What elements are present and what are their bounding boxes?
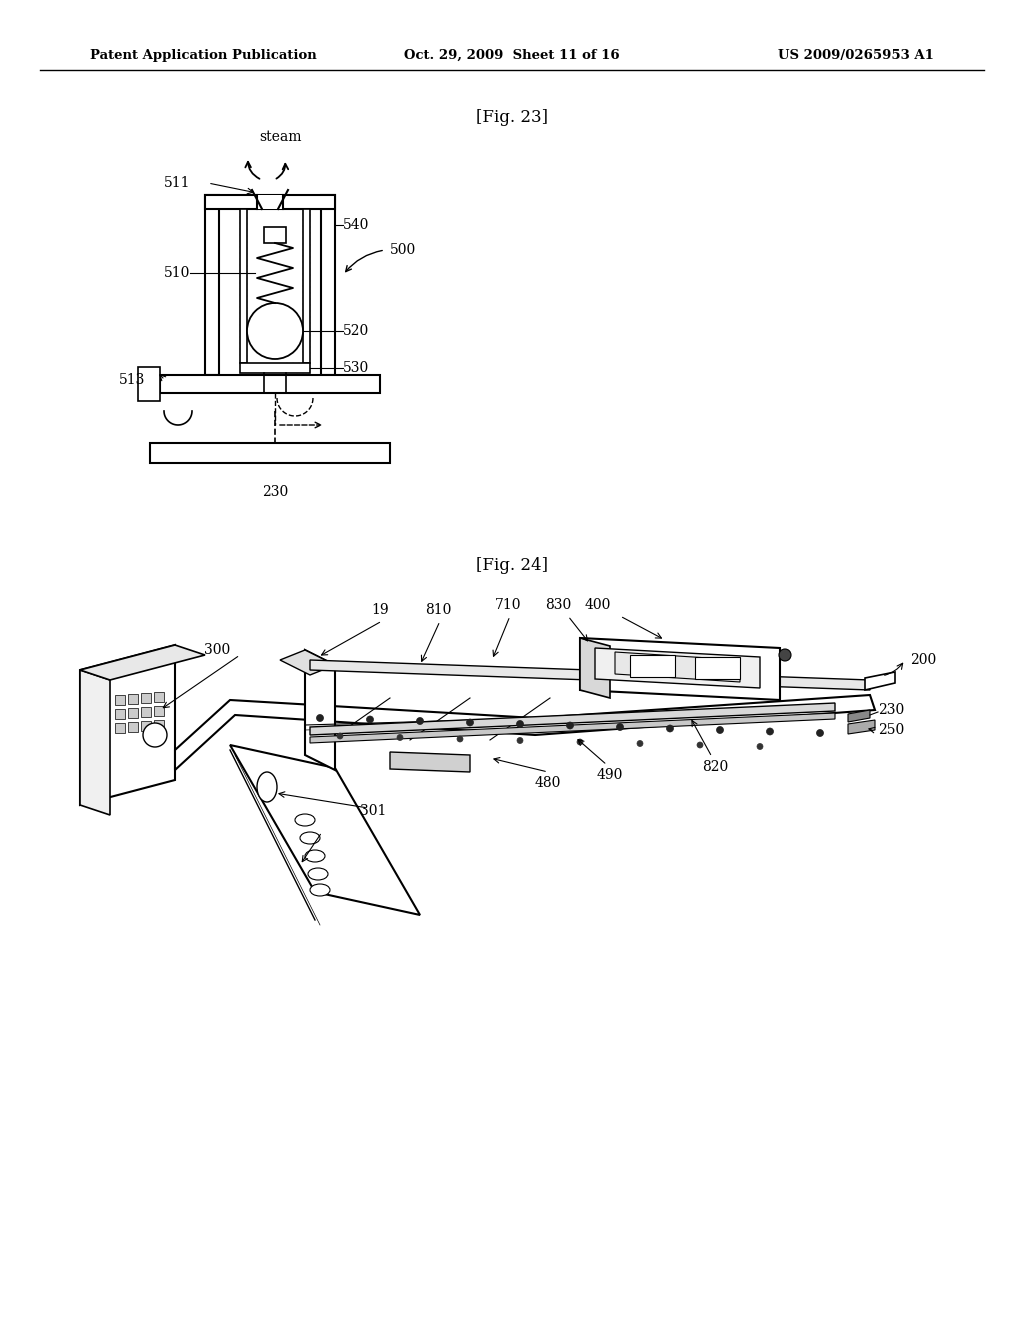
Text: 301: 301	[360, 804, 386, 818]
Circle shape	[367, 715, 374, 723]
Ellipse shape	[257, 772, 278, 803]
Circle shape	[697, 742, 703, 748]
Bar	[115, 709, 125, 719]
Circle shape	[517, 738, 523, 743]
Circle shape	[247, 304, 303, 359]
Text: 19: 19	[371, 603, 389, 616]
Text: 300: 300	[204, 643, 230, 657]
Polygon shape	[230, 744, 420, 915]
Text: 400: 400	[585, 598, 611, 612]
Polygon shape	[305, 649, 335, 770]
Circle shape	[467, 719, 473, 726]
Text: 710: 710	[495, 598, 521, 612]
Text: 230: 230	[878, 704, 904, 717]
Text: 200: 200	[910, 653, 936, 667]
Text: 820: 820	[701, 760, 728, 774]
Bar	[240, 363, 310, 374]
Circle shape	[417, 718, 424, 725]
Ellipse shape	[310, 884, 330, 896]
Polygon shape	[310, 704, 835, 735]
Text: 700: 700	[307, 820, 333, 834]
Text: 520: 520	[343, 323, 370, 338]
Text: 500: 500	[390, 243, 416, 257]
Bar	[257, 195, 283, 209]
Circle shape	[337, 733, 343, 739]
Ellipse shape	[308, 869, 328, 880]
Polygon shape	[595, 648, 760, 688]
Bar	[150, 444, 390, 463]
Circle shape	[316, 714, 324, 722]
Bar	[321, 195, 335, 375]
Circle shape	[757, 743, 763, 750]
Text: 810: 810	[425, 603, 452, 616]
Ellipse shape	[295, 814, 315, 826]
Circle shape	[616, 723, 624, 730]
Polygon shape	[80, 645, 175, 805]
Polygon shape	[580, 638, 610, 698]
Circle shape	[816, 730, 823, 737]
Bar	[264, 227, 286, 243]
Bar	[695, 657, 740, 678]
Bar	[154, 719, 164, 730]
Bar	[205, 195, 219, 375]
Circle shape	[516, 721, 523, 727]
Bar	[240, 209, 247, 363]
Polygon shape	[280, 649, 335, 675]
Bar	[115, 696, 125, 705]
Circle shape	[143, 723, 167, 747]
Text: [Fig. 23]: [Fig. 23]	[476, 110, 548, 127]
Bar	[160, 375, 380, 393]
Ellipse shape	[305, 850, 325, 862]
Bar	[115, 723, 125, 733]
Bar	[138, 367, 160, 401]
Bar	[141, 721, 151, 731]
Polygon shape	[310, 660, 870, 690]
Bar	[154, 706, 164, 715]
Polygon shape	[848, 719, 874, 734]
Circle shape	[397, 734, 403, 741]
Polygon shape	[848, 710, 870, 722]
Ellipse shape	[300, 832, 319, 843]
Bar	[128, 722, 138, 733]
Polygon shape	[865, 672, 895, 690]
Text: 830: 830	[545, 598, 571, 612]
Text: Patent Application Publication: Patent Application Publication	[90, 49, 316, 62]
Polygon shape	[390, 752, 470, 772]
Polygon shape	[80, 671, 110, 814]
Text: 510: 510	[164, 267, 190, 280]
Bar	[141, 708, 151, 717]
Polygon shape	[80, 645, 205, 680]
Text: 511: 511	[164, 176, 190, 190]
Circle shape	[767, 729, 773, 735]
Text: 490: 490	[597, 768, 624, 781]
Text: 540: 540	[343, 218, 370, 232]
Polygon shape	[580, 638, 780, 700]
Text: Oct. 29, 2009  Sheet 11 of 16: Oct. 29, 2009 Sheet 11 of 16	[404, 49, 620, 62]
Text: US 2009/0265953 A1: US 2009/0265953 A1	[778, 49, 934, 62]
Text: steam: steam	[259, 129, 301, 144]
Polygon shape	[615, 652, 740, 682]
Polygon shape	[310, 713, 835, 743]
Circle shape	[667, 725, 674, 733]
Bar	[128, 708, 138, 718]
Circle shape	[457, 737, 463, 742]
Text: 513: 513	[119, 374, 145, 387]
Bar	[303, 209, 310, 363]
Bar	[141, 693, 151, 704]
Text: 250: 250	[878, 723, 904, 737]
Bar	[128, 694, 138, 704]
Polygon shape	[175, 696, 874, 770]
Text: [Fig. 24]: [Fig. 24]	[476, 557, 548, 573]
Circle shape	[637, 741, 643, 747]
Bar	[630, 655, 675, 677]
Circle shape	[779, 649, 791, 661]
Circle shape	[717, 726, 724, 734]
Circle shape	[566, 722, 573, 729]
Bar	[154, 692, 164, 702]
Text: 530: 530	[343, 360, 370, 375]
Bar	[205, 195, 335, 209]
Circle shape	[577, 739, 583, 744]
Text: 480: 480	[535, 776, 561, 789]
Text: 230: 230	[262, 484, 288, 499]
